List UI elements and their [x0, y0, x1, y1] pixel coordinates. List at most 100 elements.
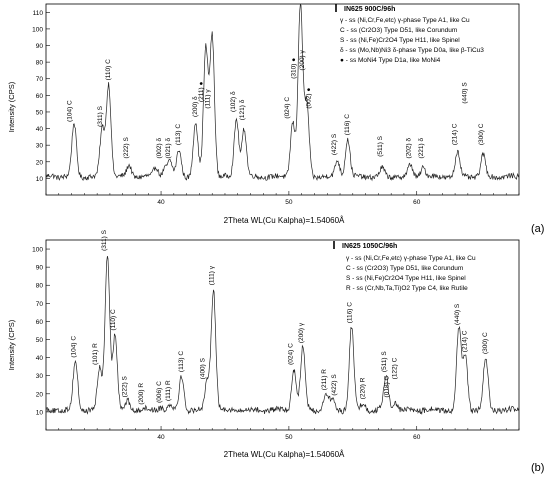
panel-a-legend-entry: δ - ss (Mo,Nb)Ni3 δ-phase Type D0a, like… — [340, 47, 484, 54]
panel-a-legend-entry: C - ss (Cr2O3) Type D51, like Corundum — [340, 27, 457, 34]
y-tick-label: 70 — [36, 76, 44, 83]
panel-a-legend-entry: S - ss (Ni,Fe)Cr2O4 Type H11, like Spine… — [340, 37, 460, 44]
x-tick-label: 60 — [413, 199, 421, 206]
y-tick-label: 20 — [36, 159, 44, 166]
peak-label: (311) S — [97, 105, 104, 126]
panel-a-plot-area — [45, 3, 520, 196]
y-tick-label: 60 — [36, 93, 44, 100]
peak-label: (111) γ — [208, 265, 215, 285]
panel-a-legend-entry: ● - ss MoNi4 Type D1a, like MoNi4 — [340, 57, 441, 64]
panel-a-x-axis-label: 2Theta WL(Cu Kalpha)=1.54060Å — [224, 216, 345, 225]
y-tick-label: 90 — [36, 265, 44, 272]
panel-b-plot-frame — [45, 239, 520, 431]
panel-b-x-axis-label: 2Theta WL(Cu Kalpha)=1.54060Å — [224, 450, 345, 459]
peak-label: (200) γ — [298, 322, 305, 343]
peak-label: (101) R — [92, 343, 99, 365]
peak-label: (110) C — [105, 59, 112, 80]
panel-a-ticks: 10 20 30 40 50 60 70 80 90 100 110 40 50 60 — [32, 10, 520, 206]
peak-label: (113) C — [175, 124, 182, 145]
peak-label: (310) ● — [290, 58, 297, 79]
peak-label: (422) S — [331, 133, 338, 155]
peak-label: (024) C — [284, 97, 291, 119]
peak-label: (116) C — [344, 114, 351, 135]
peak-label: (024) C — [288, 343, 295, 365]
panel-a-label: (a) — [531, 223, 544, 235]
x-tick-label: 50 — [285, 199, 293, 206]
panel-a-y-axis-label: Intensity (CPS) — [7, 81, 16, 132]
y-tick-label: 80 — [36, 60, 44, 67]
peak-label: (006) C — [156, 381, 163, 403]
peak-label: (440) S — [462, 82, 469, 104]
y-tick-label: 30 — [36, 373, 44, 380]
peak-label: (202) δ — [405, 137, 412, 158]
peak-label: (122) C — [391, 357, 398, 379]
y-tick-label: 50 — [36, 109, 44, 116]
panel-b-plot-area — [45, 239, 520, 431]
peak-label: (002) δ — [156, 137, 163, 158]
panel-a-legend: IN625 900C/96h γ - ss (Ni,Cr,Fe,etc) γ-p… — [335, 4, 484, 64]
peak-label: (113) C — [178, 351, 185, 372]
peak-label: (511) S — [381, 351, 388, 372]
peak-label: (214) C — [462, 330, 469, 352]
y-tick-label: 50 — [36, 337, 44, 344]
peak-label: (222) S — [122, 375, 129, 397]
x-tick-label: 50 — [285, 434, 293, 441]
panel-b-diffraction-line — [45, 256, 520, 416]
y-tick-label: 80 — [36, 283, 44, 290]
x-tick-label: 60 — [413, 434, 421, 441]
y-tick-label: 10 — [36, 176, 44, 183]
peak-label: (102) δ — [230, 91, 237, 112]
panel-b-legend-entry: C - ss (Cr2O3) Type D51, like Corundum — [346, 265, 463, 272]
peak-label: (021) δ — [165, 137, 172, 158]
peak-label: (200) γ — [299, 49, 306, 70]
peak-label: (300) C — [478, 123, 485, 145]
panel-b-legend-entry: γ - ss (Ni,Cr,Fe,etc) γ-phase Type A1, l… — [346, 255, 476, 262]
panel-b-label: (b) — [531, 462, 544, 474]
peak-label: (104) C — [70, 336, 77, 358]
peak-label: (214) C — [451, 123, 458, 145]
panel-b-legend-entry: S - ss (Ni,Fe)Cr2O4 Type H11, like Spine… — [346, 275, 466, 282]
peak-label: (121) δ — [239, 99, 246, 120]
peak-label: (222) S — [123, 136, 130, 158]
panel-b-y-axis-label: Intensity (CPS) — [7, 319, 16, 370]
peak-label: (311) S — [101, 229, 108, 250]
peak-label: (110) C — [110, 309, 117, 330]
y-tick-label: 110 — [33, 10, 44, 17]
y-tick-label: 40 — [36, 355, 44, 362]
y-tick-label: 10 — [36, 409, 44, 416]
peak-label: (440) S — [454, 303, 461, 325]
panel-a-legend-title: IN625 900C/96h — [344, 6, 395, 13]
peak-label: (200) R — [138, 383, 145, 405]
peak-label: (300) C — [482, 332, 489, 354]
peak-label: (116) C — [347, 302, 354, 323]
peak-label: (511) S — [377, 135, 384, 156]
panel-b-ticks: 10 20 30 40 50 60 70 80 90 100 40 50 60 — [32, 247, 520, 441]
panel-b-legend-entry: R - ss (Cr,Nb,Ta,Ti)O2 Type C4, like Rut… — [346, 285, 468, 292]
y-tick-label: 60 — [36, 319, 44, 326]
peak-label: (211) ● — [198, 81, 205, 101]
peak-label: (002) ● — [306, 88, 313, 109]
peak-label: (220) R — [359, 377, 366, 399]
panel-a-legend-entry: γ - ss (Ni,Cr,Fe,etc) γ-phase Type A1, l… — [340, 17, 470, 24]
peak-label: (400) S — [200, 357, 207, 379]
y-tick-label: 100 — [32, 26, 43, 33]
panel-a-plot-frame — [45, 3, 520, 196]
peak-label: (211) R — [321, 369, 328, 390]
y-tick-label: 90 — [36, 43, 44, 50]
x-tick-label: 40 — [157, 434, 165, 441]
y-tick-label: 70 — [36, 301, 44, 308]
peak-label: (104) C — [67, 100, 74, 122]
peak-label: (221) δ — [418, 137, 425, 158]
peak-label: (111) R — [165, 380, 172, 401]
panel-a-diffraction-line — [45, 3, 520, 182]
panel-b-peak-labels: (104) C (101) R (311) S (110) C (222) S (200)… — [70, 229, 489, 404]
x-tick-label: 40 — [157, 199, 165, 206]
panel-b-legend: IN625 1050C/96h γ - ss (Ni,Cr,Fe,etc) γ-… — [333, 241, 476, 292]
y-tick-label: 40 — [36, 126, 44, 133]
panel-a-peak-labels: (104) C (311) S (110) C (222) S (002) δ (021)… — [67, 49, 486, 158]
y-tick-label: 30 — [36, 143, 44, 150]
peak-label: (018) C — [384, 375, 391, 397]
peak-label: (200) δ — [192, 96, 199, 117]
panel-b: 10 20 30 40 50 60 70 80 90 100 40 50 60 (104) C (101)… — [7, 229, 544, 474]
